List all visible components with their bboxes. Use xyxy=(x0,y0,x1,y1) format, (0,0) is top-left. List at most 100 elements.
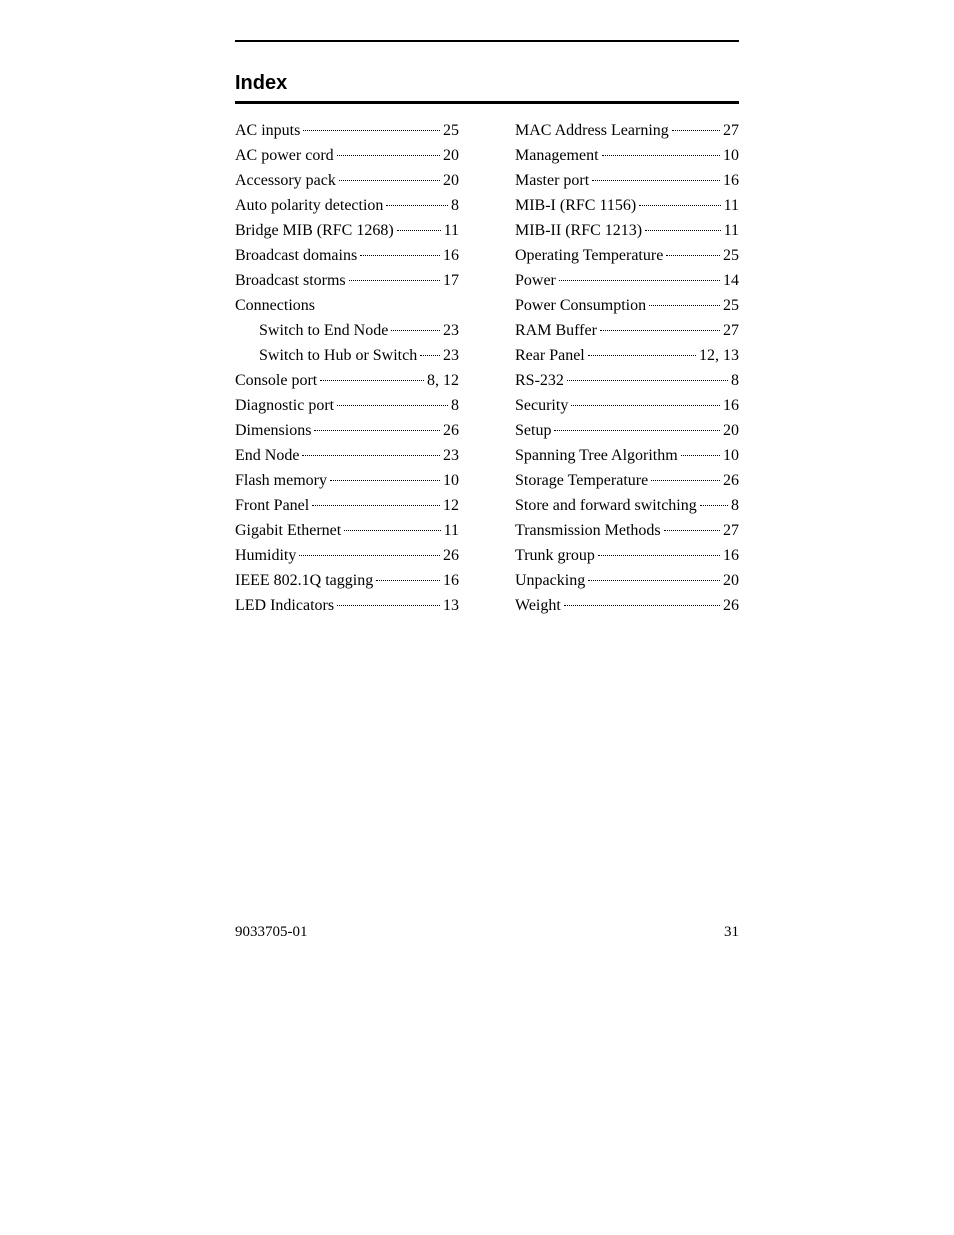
index-pages: 13 xyxy=(443,593,459,618)
index-pages: 8 xyxy=(451,393,459,418)
index-entry: Transmission Methods27 xyxy=(515,518,739,543)
index-pages: 11 xyxy=(444,218,459,243)
index-pages: 27 xyxy=(723,118,739,143)
index-entry: Store and forward switching8 xyxy=(515,493,739,518)
index-entry: Bridge MIB (RFC 1268) 11 xyxy=(235,218,459,243)
index-entry: MAC Address Learning 27 xyxy=(515,118,739,143)
index-entry: Master port16 xyxy=(515,168,739,193)
dot-leader xyxy=(314,430,440,431)
index-pages: 10 xyxy=(443,468,459,493)
index-term: Power xyxy=(515,268,556,293)
top-rule xyxy=(235,40,739,42)
index-pages: 17 xyxy=(443,268,459,293)
index-term: RAM Buffer xyxy=(515,318,597,343)
index-entry: Dimensions 26 xyxy=(235,418,459,443)
index-entry: Switch to Hub or Switch 23 xyxy=(235,343,459,368)
index-term: IEEE 802.1Q tagging xyxy=(235,568,373,593)
page: Index AC inputs25AC power cord20Accessor… xyxy=(0,0,954,1235)
index-pages: 25 xyxy=(723,293,739,318)
index-term: RS-232 xyxy=(515,368,564,393)
dot-leader xyxy=(337,605,440,606)
dot-leader xyxy=(420,355,440,356)
index-term: MIB-II (RFC 1213) xyxy=(515,218,642,243)
index-pages: 20 xyxy=(723,418,739,443)
index-entry: Gigabit Ethernet 11 xyxy=(235,518,459,543)
index-term: Management xyxy=(515,143,599,168)
index-term: Trunk group xyxy=(515,543,595,568)
index-pages: 23 xyxy=(443,343,459,368)
dot-leader xyxy=(397,230,441,231)
doc-number: 9033705-01 xyxy=(235,924,308,941)
index-entry: Front Panel12 xyxy=(235,493,459,518)
index-pages: 20 xyxy=(443,143,459,168)
index-term: Storage Temperature xyxy=(515,468,648,493)
index-entry: AC inputs25 xyxy=(235,118,459,143)
index-pages: 26 xyxy=(723,468,739,493)
index-term: Bridge MIB (RFC 1268) xyxy=(235,218,394,243)
index-pages: 16 xyxy=(723,543,739,568)
index-term: Flash memory xyxy=(235,468,327,493)
index-pages: 16 xyxy=(443,568,459,593)
dot-leader xyxy=(312,505,440,506)
index-term: MIB-I (RFC 1156) xyxy=(515,193,636,218)
index-term: Diagnostic port xyxy=(235,393,334,418)
index-entry: Security16 xyxy=(515,393,739,418)
index-entry: Accessory pack20 xyxy=(235,168,459,193)
index-term: Weight xyxy=(515,593,561,618)
index-entry: Weight26 xyxy=(515,593,739,618)
index-entry: MIB-I (RFC 1156) 11 xyxy=(515,193,739,218)
index-pages: 11 xyxy=(724,193,739,218)
dot-leader xyxy=(391,330,440,331)
index-entry: RAM Buffer27 xyxy=(515,318,739,343)
dot-leader xyxy=(339,180,440,181)
dot-leader xyxy=(344,530,440,531)
dot-leader xyxy=(666,255,720,256)
index-term: MAC Address Learning xyxy=(515,118,669,143)
index-term: Auto polarity detection xyxy=(235,193,383,218)
dot-leader xyxy=(664,530,720,531)
dot-leader xyxy=(349,280,440,281)
index-term: AC inputs xyxy=(235,118,300,143)
index-term: Broadcast storms xyxy=(235,268,346,293)
dot-leader xyxy=(588,580,720,581)
index-term: Switch to Hub or Switch xyxy=(259,343,417,368)
index-entry: Auto polarity detection 8 xyxy=(235,193,459,218)
index-pages: 11 xyxy=(444,518,459,543)
dot-leader xyxy=(337,405,448,406)
index-term: Transmission Methods xyxy=(515,518,661,543)
index-pages: 16 xyxy=(443,243,459,268)
index-entry: Trunk group 16 xyxy=(515,543,739,568)
index-entry: Flash memory 10 xyxy=(235,468,459,493)
dot-leader xyxy=(337,155,440,156)
index-pages: 8 xyxy=(451,193,459,218)
dot-leader xyxy=(564,605,720,606)
index-pages: 8, 12 xyxy=(427,368,459,393)
dot-leader xyxy=(602,155,720,156)
index-term: Spanning Tree Algorithm xyxy=(515,443,678,468)
index-entry: Power Consumption25 xyxy=(515,293,739,318)
index-term: Switch to End Node xyxy=(259,318,388,343)
index-pages: 12, 13 xyxy=(699,343,739,368)
index-term: Dimensions xyxy=(235,418,311,443)
index-entry: Storage Temperature 26 xyxy=(515,468,739,493)
dot-leader xyxy=(681,455,720,456)
dot-leader xyxy=(639,205,720,206)
index-pages: 20 xyxy=(723,568,739,593)
index-entry: RS-232 8 xyxy=(515,368,739,393)
index-term: Gigabit Ethernet xyxy=(235,518,341,543)
index-pages: 10 xyxy=(723,143,739,168)
dot-leader xyxy=(303,130,440,131)
index-entry: Humidity26 xyxy=(235,543,459,568)
index-pages: 23 xyxy=(443,318,459,343)
index-pages: 20 xyxy=(443,168,459,193)
dot-leader xyxy=(598,555,720,556)
index-entry: LED Indicators13 xyxy=(235,593,459,618)
dot-leader xyxy=(672,130,720,131)
index-term: Security xyxy=(515,393,568,418)
index-entry: IEEE 802.1Q tagging 16 xyxy=(235,568,459,593)
dot-leader xyxy=(600,330,720,331)
dot-leader xyxy=(567,380,728,381)
index-pages: 26 xyxy=(443,418,459,443)
page-number: 31 xyxy=(724,924,739,941)
index-pages: 8 xyxy=(731,368,739,393)
